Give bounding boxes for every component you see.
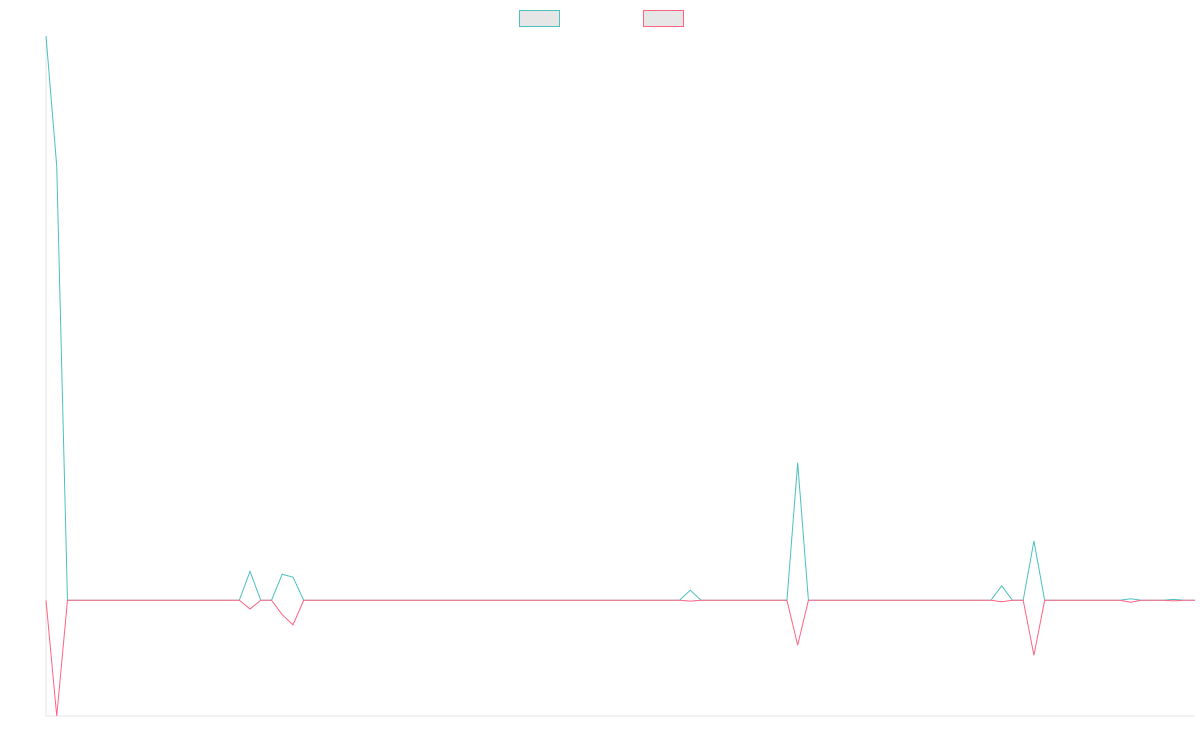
series-2-line	[45, 599, 1195, 717]
legend-swatch-2[interactable]	[643, 10, 684, 27]
series-lines	[45, 35, 1195, 717]
legend-swatch-1[interactable]	[519, 10, 560, 27]
series-1-line	[45, 35, 1195, 601]
legend[interactable]	[519, 10, 684, 27]
axes	[45, 36, 1195, 717]
